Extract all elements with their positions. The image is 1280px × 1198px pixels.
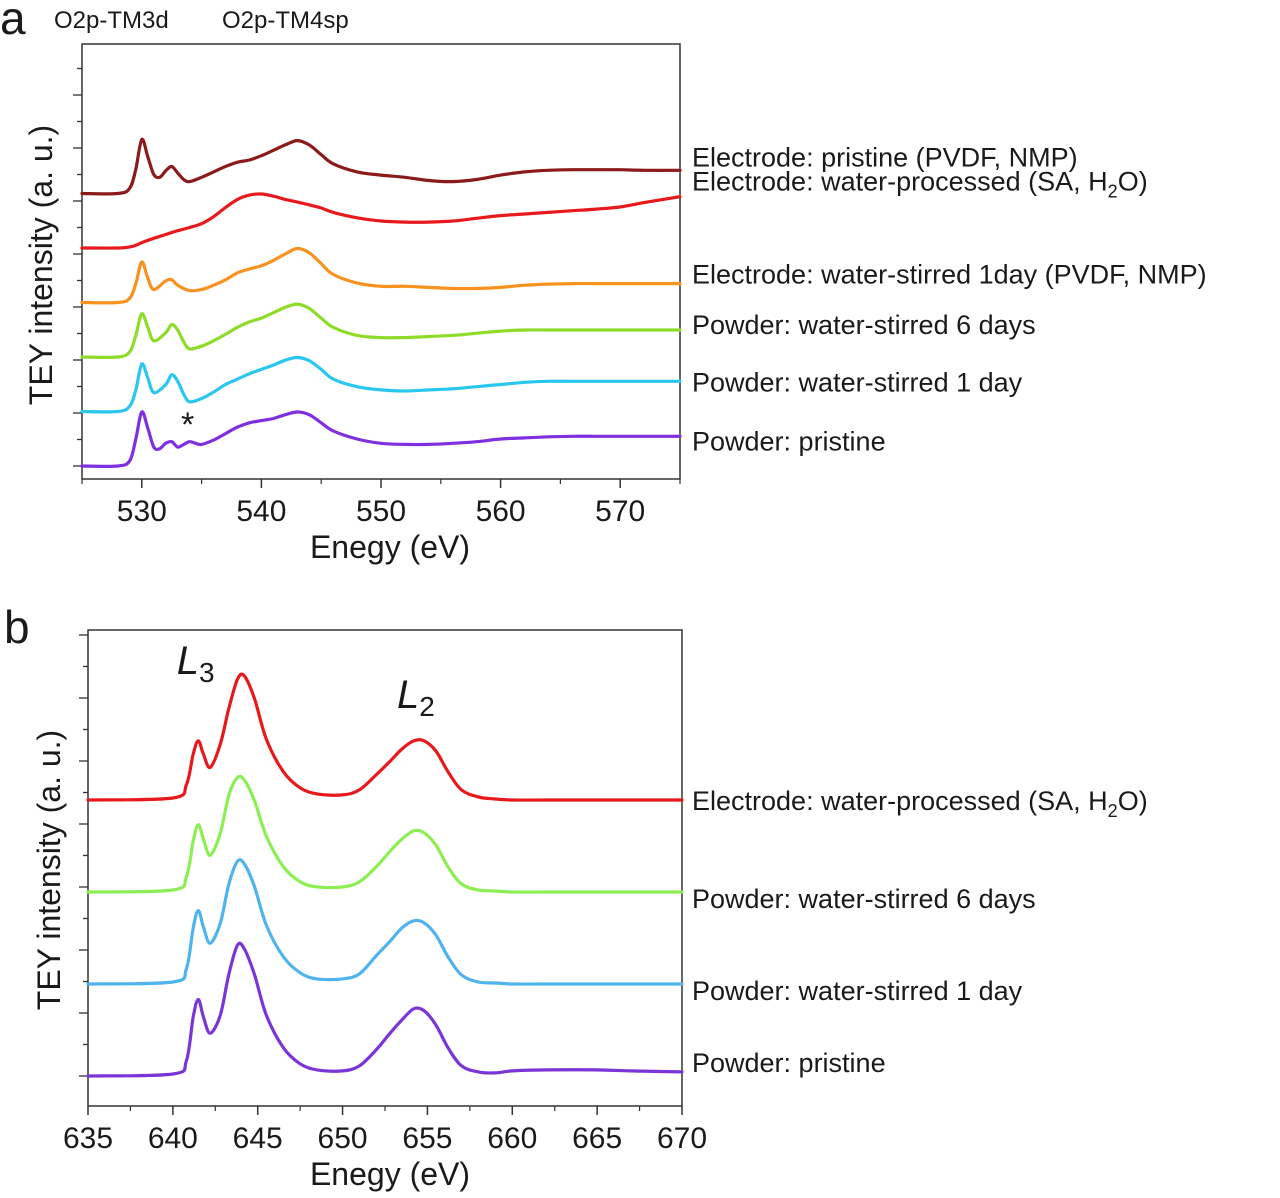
b-x-tick-label-4: 655 (402, 1122, 452, 1155)
panel-b-x-ticks: 635 640 645 650 655 660 665 670 (63, 1106, 707, 1155)
annotation-o2p-tm3d: O2p-TM3d (54, 7, 169, 34)
panel-b-y-ticks (79, 634, 88, 1077)
legend-entry-b-1: Powder: water-stirred 6 days (692, 884, 1036, 914)
annotation-o2p-tm4sp: O2p-TM4sp (222, 7, 349, 34)
b-series-line-0 (86, 672, 684, 802)
panel-a-legend: Electrode: pristine (PVDF, NMP)Electrode… (692, 142, 1207, 456)
a-series-line-0 (80, 137, 682, 196)
b-series-line-3 (86, 941, 684, 1078)
legend-entry-a-5: Powder: pristine (692, 426, 886, 456)
panel-b-legend: Electrode: water-processed (SA, H2O) Powd… (692, 786, 1148, 1078)
panel-b-label: b (4, 601, 30, 653)
legend-entry-b-2: Powder: water-stirred 1 day (692, 976, 1023, 1006)
panel-a-label: a (0, 0, 26, 44)
a-x-tick-label-0: 530 (117, 495, 167, 528)
a-series-line-4 (80, 355, 682, 414)
peak-label-l2: L2 (397, 673, 435, 722)
peak-marker-asterisk: * (181, 406, 194, 444)
legend-entry-a-0: Electrode: pristine (PVDF, NMP) (692, 142, 1078, 172)
b-x-tick-label-6: 665 (572, 1122, 622, 1155)
panel-b-x-axis-label: Enegy (eV) (310, 1156, 470, 1192)
a-series-line-5 (80, 410, 682, 468)
legend-entry-b-0: Electrode: water-processed (SA, H2O) (692, 786, 1148, 821)
panel-b-series (86, 672, 684, 1078)
a-x-tick-label-2: 550 (356, 495, 406, 528)
b-series-line-2 (86, 858, 684, 986)
panel-a-x-ticks: 530 540 550 560 570 (81, 479, 681, 528)
b-series-line-1 (86, 774, 684, 894)
b-x-tick-label-5: 660 (487, 1122, 537, 1155)
legend-entry-a-2: Electrode: water-stirred 1day (PVDF, NMP… (692, 260, 1207, 290)
panel-a-x-axis-label: Enegy (eV) (310, 529, 470, 565)
panel-a-plot-frame (81, 43, 681, 480)
a-series-line-2 (80, 246, 682, 305)
legend-entry-b-3: Powder: pristine (692, 1048, 886, 1078)
a-x-tick-label-3: 560 (476, 495, 526, 528)
a-series-line-1 (80, 192, 682, 250)
a-x-tick-label-1: 540 (236, 495, 286, 528)
panel-b-y-axis-label: TEY intensity (a. u.) (31, 730, 67, 1010)
panel-b-plot-frame (87, 629, 683, 1107)
b-x-tick-label-3: 650 (318, 1122, 368, 1155)
panel-a-series (80, 137, 682, 468)
peak-label-l3: L3 (177, 639, 215, 688)
a-x-tick-label-4: 570 (595, 495, 645, 528)
panel-a-y-ticks (73, 67, 82, 467)
b-x-tick-label-7: 670 (657, 1122, 707, 1155)
b-x-tick-label-0: 635 (63, 1122, 113, 1155)
b-x-tick-label-1: 640 (148, 1122, 198, 1155)
a-series-line-3 (80, 302, 682, 359)
legend-entry-a-1: Electrode: water-processed (SA, H2O) (692, 167, 1148, 202)
panel-a-y-axis-label: TEY intensity (a. u.) (23, 125, 59, 405)
legend-entry-a-4: Powder: water-stirred 1 day (692, 367, 1023, 397)
b-x-tick-label-2: 645 (233, 1122, 283, 1155)
legend-entry-a-3: Powder: water-stirred 6 days (692, 310, 1036, 340)
